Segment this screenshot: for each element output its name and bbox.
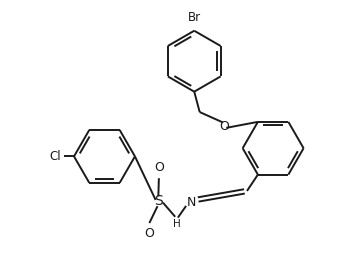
Text: Cl: Cl: [50, 150, 61, 163]
Text: O: O: [145, 227, 154, 240]
Text: O: O: [154, 161, 164, 174]
Text: O: O: [219, 120, 229, 133]
Text: S: S: [154, 194, 163, 208]
Text: N: N: [187, 196, 196, 209]
Text: Br: Br: [188, 11, 201, 24]
Text: H: H: [173, 219, 181, 229]
